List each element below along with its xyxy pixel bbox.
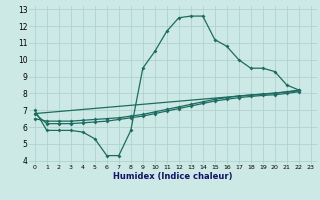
X-axis label: Humidex (Indice chaleur): Humidex (Indice chaleur)	[113, 172, 233, 181]
